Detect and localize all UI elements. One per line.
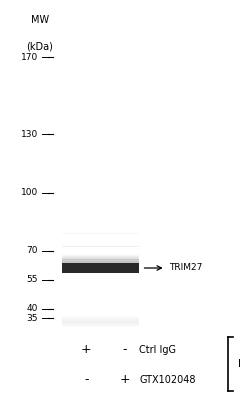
Bar <box>62 321 139 322</box>
Text: TRIM27: TRIM27 <box>169 264 203 272</box>
Text: +: + <box>120 373 130 386</box>
Text: (kDa): (kDa) <box>26 42 53 52</box>
Text: 55: 55 <box>26 275 38 284</box>
Bar <box>62 326 139 327</box>
Text: 40: 40 <box>27 304 38 313</box>
Text: Ctrl IgG: Ctrl IgG <box>139 344 176 354</box>
Text: 70: 70 <box>26 246 38 255</box>
Bar <box>62 322 139 323</box>
Bar <box>62 318 139 319</box>
Bar <box>62 320 139 321</box>
Bar <box>62 325 139 326</box>
Bar <box>62 316 139 317</box>
Text: +: + <box>81 343 92 356</box>
Text: IP: IP <box>238 359 240 369</box>
Text: 130: 130 <box>21 130 38 139</box>
Bar <box>62 324 139 325</box>
Bar <box>62 317 139 318</box>
Text: MW: MW <box>30 15 49 25</box>
Text: 170: 170 <box>21 52 38 62</box>
Text: 100: 100 <box>21 188 38 197</box>
Bar <box>62 263 139 273</box>
Bar <box>62 319 139 320</box>
Bar <box>62 327 139 328</box>
Bar <box>62 323 139 324</box>
Text: GTX102048: GTX102048 <box>139 375 196 385</box>
Text: 35: 35 <box>26 314 38 323</box>
Text: -: - <box>84 373 89 386</box>
Text: -: - <box>123 343 127 356</box>
